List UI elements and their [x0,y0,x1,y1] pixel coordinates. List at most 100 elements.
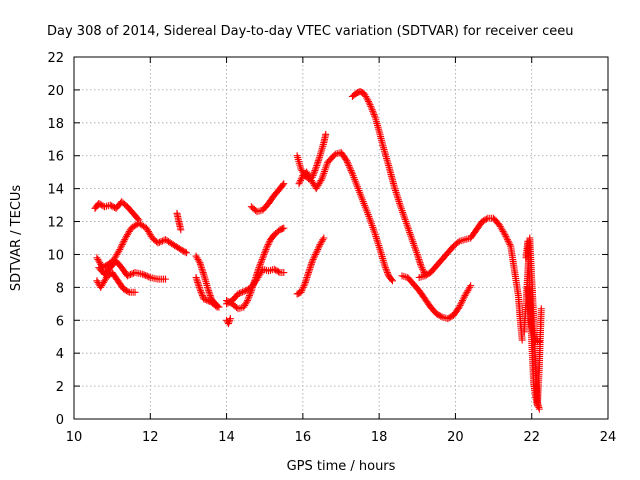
x-tick-label: 24 [600,430,617,445]
data-point [457,300,465,308]
data-point [314,246,322,254]
data-point [437,312,445,320]
data-point [299,283,307,291]
x-tick-label: 10 [66,430,83,445]
data-point [115,247,123,255]
data-point [117,244,125,252]
data-point [368,106,376,114]
data-point [364,96,372,104]
x-tick-label: 14 [218,430,235,445]
data-point [155,238,163,246]
data-point [372,233,380,241]
series-s10 [223,265,288,308]
series-s17 [415,214,526,344]
series-s8 [223,315,234,328]
data-point [312,249,320,257]
data-point [245,293,253,301]
data-point [257,259,265,267]
data-point [263,242,271,250]
data-point [263,244,271,252]
data-point [295,180,303,188]
data-point [196,285,204,293]
data-point [417,262,425,270]
series-s20 [524,283,543,346]
data-point [256,262,264,270]
data-point [212,302,220,310]
data-point [126,271,134,279]
data-point [298,285,306,293]
data-point [296,178,304,186]
data-point [311,250,319,258]
data-point [297,176,305,184]
data-point [371,112,379,120]
data-point [275,268,283,276]
data-point [375,242,383,250]
data-point [195,257,203,265]
data-point [396,199,404,207]
data-point [505,239,513,247]
data-point [319,236,327,244]
data-point [393,192,401,200]
y-tick-label: 4 [56,347,64,362]
data-point [198,292,206,300]
data-point [280,224,288,232]
data-point [418,264,426,272]
data-point [118,241,126,249]
data-point [459,295,467,303]
x-tick-label: 16 [295,430,312,445]
data-point [183,249,191,257]
y-tick-label: 14 [47,183,64,198]
data-point [392,188,400,196]
series-s11 [247,180,288,216]
data-point [460,293,468,301]
data-point [200,295,208,303]
x-tick-label: 20 [447,430,464,445]
x-tick-label: 12 [142,430,159,445]
data-point [310,254,318,262]
y-tick-label: 2 [56,380,64,395]
x-tick-label: 18 [371,430,388,445]
data-point [177,226,185,234]
data-point [506,241,514,249]
data-point [368,104,376,112]
data-point [322,130,330,138]
data-point [225,318,233,326]
series-s15 [348,88,429,278]
series-s4 [95,257,170,283]
data-point [347,167,355,175]
data-point [467,282,475,290]
chart-title: Day 308 of 2014, Sidereal Day-to-day VTE… [47,24,574,39]
y-tick-label: 0 [56,413,64,428]
data-point [240,287,248,295]
data-point [204,297,212,305]
y-tick-label: 10 [47,248,64,263]
data-point [226,315,234,323]
data-point [317,176,325,184]
series-s16 [398,272,475,323]
y-tick-label: 8 [56,281,64,296]
y-axis-label: SDTVAR / TECUs [9,185,24,292]
data-point [256,260,264,268]
data-point [213,303,221,311]
data-point [261,249,269,257]
y-tick-label: 6 [56,314,64,329]
data-point [388,277,396,285]
series-s2 [93,219,191,272]
data-point [383,269,391,277]
data-point [197,287,205,295]
data-point [157,238,165,246]
data-point [346,165,354,173]
data-point [366,101,374,109]
data-point [119,239,127,247]
data-point [239,288,247,296]
data-point [367,102,375,110]
data-point [259,254,267,262]
data-point [125,271,133,279]
grid [74,57,608,419]
data-point [314,244,322,252]
data-point [382,265,390,273]
data-point [395,197,403,205]
data-point [265,239,273,247]
x-axis-label: GPS time / hours [287,459,396,474]
